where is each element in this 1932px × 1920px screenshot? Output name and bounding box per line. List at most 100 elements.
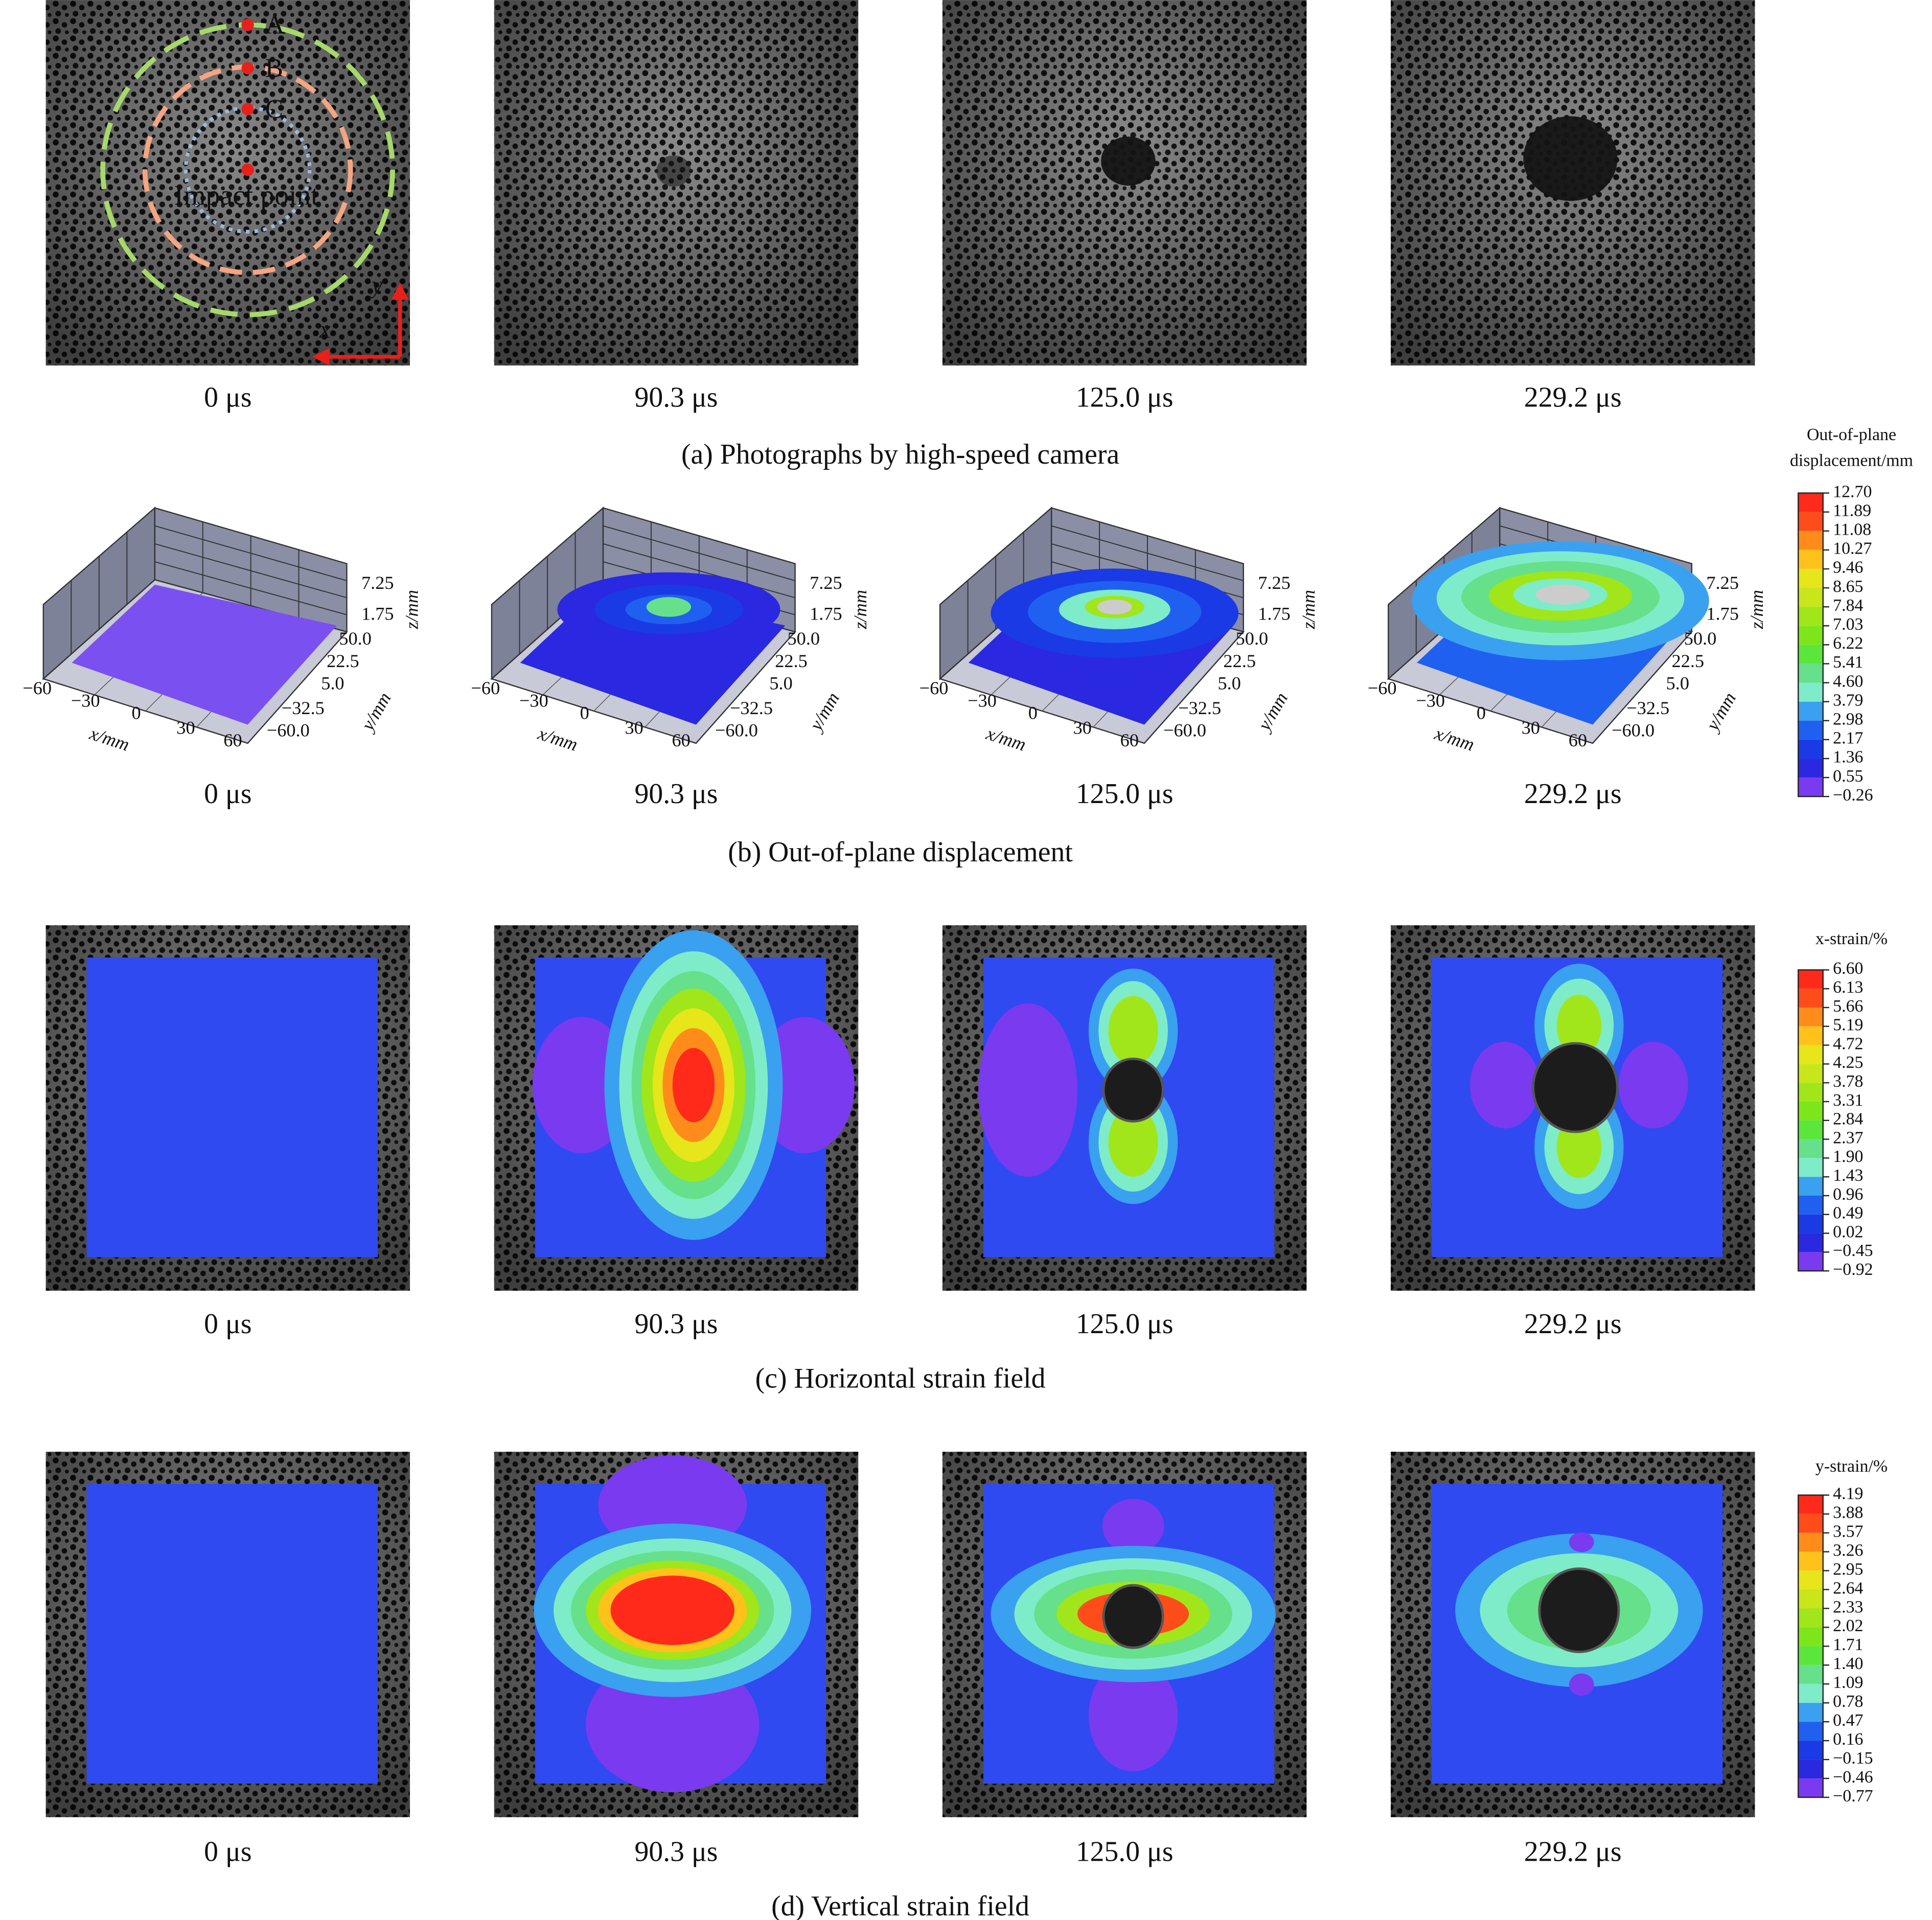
strain-field bbox=[86, 957, 378, 1258]
x-tick-label: 30 bbox=[1073, 718, 1092, 738]
x-axis-title: x/mm bbox=[87, 723, 132, 755]
colorbar-segment bbox=[1798, 1158, 1823, 1177]
projectile bbox=[1532, 1042, 1619, 1133]
colorbar-segment bbox=[1798, 1083, 1823, 1102]
x-tick-label: 0 bbox=[1028, 703, 1038, 723]
caption: (d) Vertical strain field bbox=[771, 1890, 1029, 1920]
x-tick-label: −60 bbox=[919, 678, 949, 698]
y-tick-label: −32.5 bbox=[730, 698, 773, 718]
y-tick-label: 5.0 bbox=[1218, 673, 1241, 693]
colorbar-label: 5.19 bbox=[1833, 1016, 1863, 1035]
colorbar-label: 4.19 bbox=[1833, 1484, 1863, 1503]
colorbar-segment bbox=[1798, 568, 1823, 588]
colorbar-segment bbox=[1798, 626, 1823, 645]
caption: (a) Photographs by high-speed camera bbox=[681, 439, 1119, 470]
time-label: 229.2 μs bbox=[1524, 1836, 1622, 1867]
contour bbox=[1102, 1499, 1164, 1553]
colorbar-segment bbox=[1798, 970, 1823, 989]
time-label: 125.0 μs bbox=[1076, 778, 1174, 810]
colorbar-title: y-strain/% bbox=[1815, 1457, 1888, 1476]
wall-grid bbox=[154, 561, 347, 615]
colorbar-segment bbox=[1798, 493, 1823, 512]
colorbar-segment bbox=[1798, 1045, 1823, 1064]
z-axis-title: z/mm bbox=[850, 590, 870, 630]
colorbar-segment bbox=[1798, 1551, 1823, 1571]
colorbar-label: 0.47 bbox=[1833, 1711, 1863, 1730]
contour bbox=[1618, 1041, 1688, 1129]
colorbar-segment bbox=[1798, 1195, 1823, 1215]
x-tick-label: 30 bbox=[625, 718, 643, 738]
y-axis-title: y/mm bbox=[356, 689, 395, 736]
colorbar-segment bbox=[1798, 682, 1823, 702]
z-tick-label: 7.25 bbox=[361, 573, 394, 593]
contour bbox=[1470, 1041, 1539, 1129]
y-axis-title: y/mm bbox=[1253, 689, 1292, 736]
colorbar-segment bbox=[1798, 1570, 1823, 1590]
point bbox=[241, 18, 254, 31]
strain-field bbox=[86, 1483, 378, 1784]
colorbar-segment bbox=[1798, 588, 1823, 607]
surface-contour bbox=[1535, 584, 1591, 605]
colorbar-segment bbox=[1798, 1608, 1823, 1628]
surface-contour bbox=[1097, 599, 1132, 614]
x-tick-label: −30 bbox=[519, 690, 548, 711]
colorbar-label: 3.57 bbox=[1833, 1522, 1863, 1541]
x-axis-title: x/mm bbox=[1432, 723, 1477, 755]
colorbar-label: 5.41 bbox=[1833, 653, 1863, 672]
y-tick-label: 50.0 bbox=[339, 628, 372, 649]
colorbar-segment bbox=[1798, 1665, 1823, 1684]
x-tick-label: 60 bbox=[223, 730, 242, 750]
contour bbox=[1108, 996, 1158, 1065]
colorbar-label: 10.27 bbox=[1833, 539, 1872, 558]
colorbar-label: 7.03 bbox=[1833, 615, 1863, 634]
colorbar-title: x-strain/% bbox=[1815, 929, 1888, 948]
impact-mark bbox=[656, 155, 692, 187]
x-tick-label: −30 bbox=[968, 690, 997, 711]
time-label: 125.0 μs bbox=[1076, 1836, 1174, 1867]
colorbar-segment bbox=[1798, 1589, 1823, 1609]
colorbar-label: 5.66 bbox=[1833, 997, 1863, 1016]
colorbar-label: 3.79 bbox=[1833, 691, 1863, 710]
wall-grid bbox=[603, 543, 795, 599]
colorbar-label: 0.16 bbox=[1833, 1730, 1863, 1749]
colorbar-segment bbox=[1798, 1233, 1823, 1252]
contour bbox=[1108, 1107, 1158, 1177]
point bbox=[241, 163, 254, 176]
impact-mark bbox=[1523, 116, 1618, 201]
y-tick-label: 5.0 bbox=[321, 673, 344, 693]
colorbar-label: 1.43 bbox=[1833, 1166, 1863, 1185]
z-tick-label: 7.25 bbox=[1706, 573, 1739, 593]
x-tick-label: 30 bbox=[1522, 718, 1540, 738]
x-tick-label: −60 bbox=[471, 678, 500, 698]
colorbar-segment bbox=[1798, 1177, 1823, 1196]
colorbar-segment bbox=[1798, 1139, 1823, 1158]
time-label: 125.0 μs bbox=[1076, 382, 1174, 414]
colorbar-segment bbox=[1798, 1026, 1823, 1045]
z-tick-label: 1.75 bbox=[1706, 604, 1739, 624]
z-tick-label: 1.75 bbox=[1258, 604, 1291, 624]
x-tick-label: −30 bbox=[71, 690, 100, 711]
colorbar-label: 2.17 bbox=[1833, 729, 1863, 748]
time-label: 0 μs bbox=[204, 382, 251, 414]
colorbar-segment bbox=[1798, 1495, 1823, 1514]
time-label: 90.3 μs bbox=[635, 382, 718, 414]
projectile bbox=[1538, 1567, 1620, 1653]
colorbar-segment bbox=[1798, 1759, 1823, 1779]
colorbar-segment bbox=[1798, 1007, 1823, 1026]
x-tick-label: 60 bbox=[1569, 730, 1587, 750]
surface bbox=[72, 584, 337, 725]
surface-contour bbox=[646, 597, 692, 617]
colorbar-label: 0.78 bbox=[1833, 1692, 1863, 1711]
impact-mark bbox=[1101, 136, 1156, 186]
colorbar-label: 0.55 bbox=[1833, 767, 1863, 786]
colorbar-label: 0.49 bbox=[1833, 1204, 1863, 1223]
colorbar-segment bbox=[1798, 1252, 1823, 1271]
colorbar-label: 11.08 bbox=[1833, 520, 1871, 539]
y-tick-label: 50.0 bbox=[787, 628, 820, 649]
colorbar-label: 3.78 bbox=[1833, 1072, 1863, 1091]
colorbar-label: 0.96 bbox=[1833, 1185, 1863, 1204]
axis-label: x bbox=[319, 316, 331, 344]
colorbar-segment bbox=[1798, 1722, 1823, 1741]
point bbox=[241, 62, 254, 75]
